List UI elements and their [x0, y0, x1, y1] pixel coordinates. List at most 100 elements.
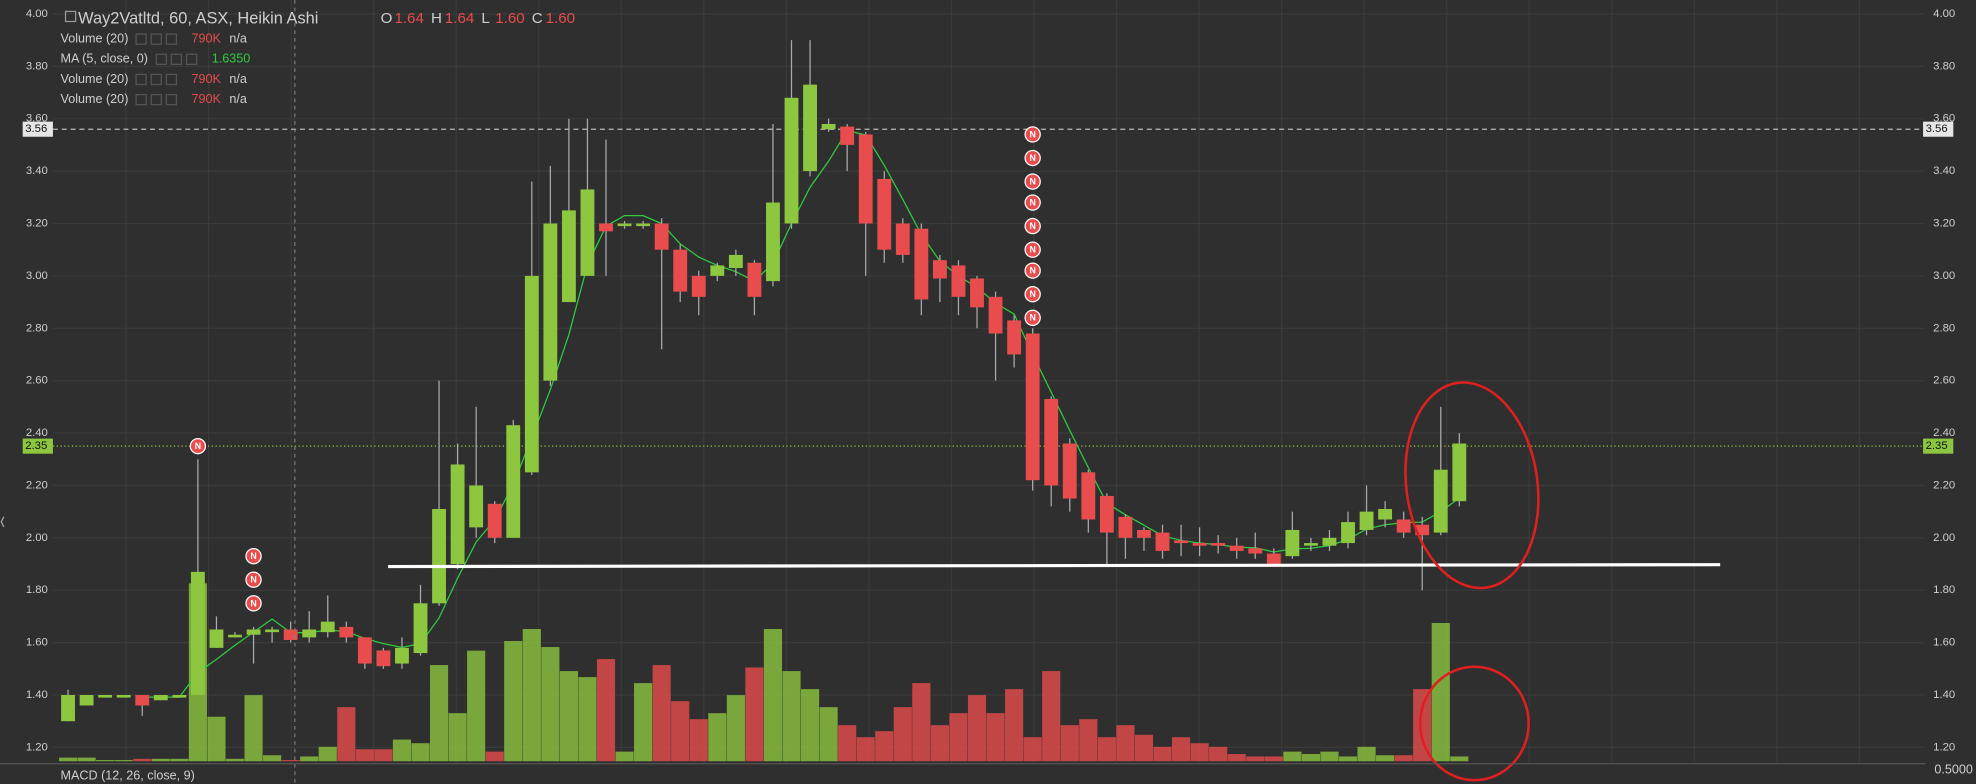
candle-body [1044, 398, 1059, 486]
candle-body [246, 629, 261, 635]
volume-bar [1227, 754, 1246, 762]
candle-body [172, 694, 187, 698]
volume-bar [1320, 751, 1339, 762]
candle-body [636, 223, 651, 227]
candle-body [951, 265, 966, 297]
price-tag-label: 2.35 [25, 440, 47, 452]
indicator-button [135, 93, 147, 106]
volume-bar [967, 695, 987, 762]
y-tick-label: 2.20 [26, 479, 48, 491]
volume-bar [374, 749, 393, 762]
y-tick-label: 3.20 [26, 217, 48, 229]
news-marker-label: N [1029, 245, 1035, 255]
ohlc-value: 1.64 [445, 10, 474, 27]
news-marker-label: N [250, 598, 256, 608]
candle-body [784, 97, 799, 224]
y-tick-label-right: 1.20 [1933, 741, 1955, 753]
candle-body [265, 629, 280, 633]
volume-bar [467, 650, 486, 762]
volume-bar [559, 671, 578, 762]
volume-bar [782, 671, 801, 762]
y-tick-label: 3.80 [26, 60, 48, 72]
news-marker-label: N [1029, 129, 1035, 139]
candle-body [1192, 543, 1207, 546]
candle-body [561, 210, 576, 303]
annotation-circle [1418, 665, 1530, 782]
candle-body [766, 202, 780, 282]
ohlc-label: C [532, 10, 543, 27]
news-marker-label: N [1029, 313, 1035, 323]
indicator-value: 790K [192, 31, 222, 45]
indicator-name: Volume (20) [60, 92, 128, 106]
candle-body [877, 178, 892, 250]
volume-bar [1431, 623, 1450, 762]
volume-bar [726, 695, 745, 762]
candle-body [654, 223, 669, 250]
volume-bar [504, 641, 523, 762]
y-tick-label-right: 3.80 [1933, 60, 1955, 72]
news-marker [1024, 126, 1041, 143]
volume-bar [1357, 746, 1376, 762]
candle-body [395, 647, 409, 664]
candle-body [1378, 509, 1393, 520]
candle-body [98, 694, 113, 698]
candle-body [302, 629, 317, 638]
y-tick-label-right: 2.00 [1933, 532, 1955, 544]
y-tick-label: 1.80 [26, 584, 48, 596]
y-tick-label: 2.60 [26, 375, 48, 387]
candle-body [450, 464, 465, 565]
price-tag [22, 438, 53, 454]
news-marker [245, 571, 262, 588]
chart-title: Way2Vatltd, 60, ASX, Heikin Ashi [78, 9, 318, 27]
candle-body [1007, 320, 1022, 355]
candle-body [673, 249, 688, 292]
volume-bar [671, 701, 690, 762]
volume-bar [1209, 746, 1228, 762]
news-marker [1024, 262, 1041, 279]
volume-bar [1153, 746, 1172, 762]
volume-bar [578, 677, 597, 762]
collapse-button[interactable] [64, 10, 77, 23]
volume-bar [1097, 737, 1116, 762]
candle-body [1285, 529, 1300, 557]
volume-bar [1023, 737, 1042, 762]
candle-body [1118, 516, 1133, 538]
indicator-value: 790K [192, 72, 222, 86]
indicator-value: 790K [192, 92, 222, 106]
indicator-value: 1.6350 [212, 52, 251, 66]
side-toggle[interactable] [0, 516, 5, 528]
candle-body [1081, 472, 1096, 520]
candle-body [747, 262, 762, 297]
candle-body [135, 694, 150, 706]
volume-bar [411, 743, 430, 762]
volume-bar [1394, 755, 1413, 762]
indicator-extra: n/a [229, 72, 247, 86]
volume-bar [800, 689, 820, 762]
support-line [388, 563, 1721, 569]
news-marker-label: N [195, 441, 201, 451]
indicator-extra: n/a [229, 31, 247, 45]
volume-bar [615, 751, 634, 762]
candle-body [840, 126, 855, 145]
y-tick-label-right: 3.00 [1933, 270, 1955, 282]
news-marker-label: N [250, 575, 256, 585]
y-tick-label: 1.40 [26, 689, 48, 701]
candle-body [1155, 532, 1170, 551]
y-tick-label-right: 3.40 [1933, 165, 1955, 177]
volume-bar [949, 713, 968, 762]
candle-body [61, 694, 75, 722]
candle-body [1062, 443, 1077, 499]
candle-body [988, 296, 1003, 334]
news-marker-label: N [1029, 289, 1035, 299]
ohlc-label: H [431, 10, 442, 27]
indicator-name: Volume (20) [60, 72, 128, 86]
volume-bar [1283, 751, 1302, 762]
volume-bar [1171, 737, 1191, 762]
indicator-button [135, 33, 147, 45]
price-tag [22, 121, 53, 137]
volume-bar [1246, 756, 1265, 762]
indicator-button [155, 53, 167, 65]
volume-bar [1116, 725, 1135, 762]
news-marker [1024, 194, 1041, 211]
